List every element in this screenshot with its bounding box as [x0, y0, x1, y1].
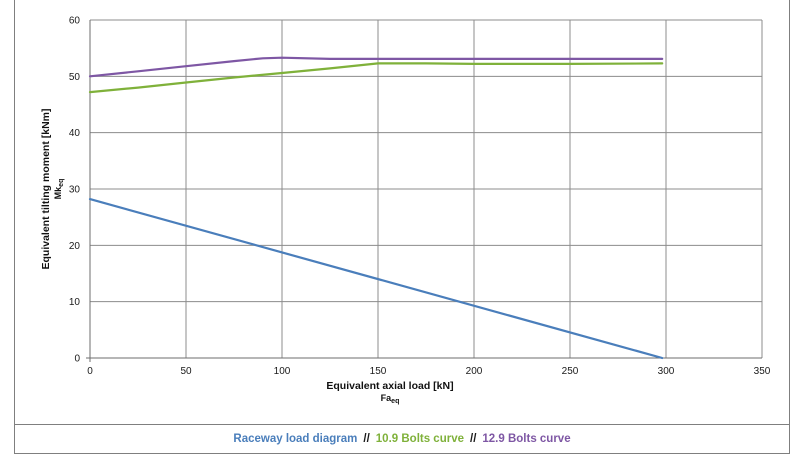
legend: Raceway load diagram // 10.9 Bolts curve… [14, 424, 790, 454]
x-tick-label: 150 [370, 366, 387, 377]
legend-entry-12-9-bolts: 12.9 Bolts curve [482, 433, 571, 445]
legend-separator: // [470, 433, 477, 445]
y-tick-label: 20 [69, 241, 81, 252]
y-tick-label: 50 [69, 72, 81, 83]
legend-divider [14, 424, 790, 425]
chart-frame [14, 0, 790, 454]
x-tick-label: 0 [87, 366, 93, 377]
x-tick-label: 100 [274, 366, 291, 377]
y-axis-title: Equivalent tilting moment [kNm] [40, 108, 52, 269]
y-tick-label: 0 [74, 354, 80, 365]
x-tick-label: 250 [562, 366, 579, 377]
series-line-0 [88, 198, 664, 360]
y-tick-label: 30 [69, 185, 81, 196]
legend-entry-raceway: Raceway load diagram [233, 433, 358, 445]
x-tick-label: 200 [466, 366, 483, 377]
legend-separator: // [363, 433, 370, 445]
axis-titles: Equivalent axial load [kN] Faeq Equivale… [40, 108, 454, 405]
x-axis-symbol: Faeq [381, 393, 400, 405]
x-tick-label: 300 [658, 366, 675, 377]
legend-entry-10-9-bolts: 10.9 Bolts curve [375, 433, 464, 445]
y-tick-label: 60 [69, 16, 81, 27]
tick-labels: 0 50 100 150 200 250 300 350 0 10 20 30 40 50 60 [69, 16, 771, 378]
y-tick-label: 10 [69, 297, 81, 308]
grid [86, 19, 763, 362]
series-line-1 [88, 62, 664, 94]
series-lines [88, 56, 664, 360]
y-tick-label: 40 [69, 128, 81, 139]
y-axis-symbol: Mkeq [53, 179, 65, 200]
line-chart: 0 50 100 150 200 250 300 350 0 10 20 30 40 50 60 Equiv… [40, 16, 771, 406]
series-line-2 [88, 56, 664, 78]
x-tick-label: 50 [180, 366, 192, 377]
x-axis-title: Equivalent axial load [kN] [326, 380, 453, 392]
x-tick-label: 350 [754, 366, 771, 377]
